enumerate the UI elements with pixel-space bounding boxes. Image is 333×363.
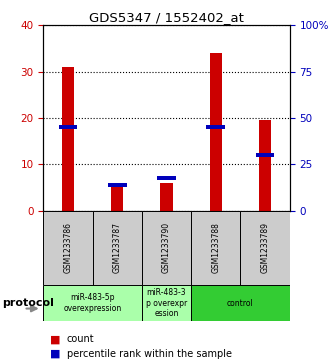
Text: ■: ■ <box>50 349 61 359</box>
Bar <box>111 187 123 211</box>
Bar <box>157 176 176 180</box>
Text: miR-483-3
p overexpr
ession: miR-483-3 p overexpr ession <box>146 288 187 318</box>
Bar <box>206 125 225 129</box>
Bar <box>43 211 93 285</box>
Text: GSM1233789: GSM1233789 <box>260 222 270 273</box>
Text: GSM1233787: GSM1233787 <box>113 222 122 273</box>
Text: protocol: protocol <box>2 298 54 308</box>
Text: GSM1233786: GSM1233786 <box>63 222 73 273</box>
Text: percentile rank within the sample: percentile rank within the sample <box>67 349 231 359</box>
Bar <box>191 211 240 285</box>
Bar <box>210 53 222 211</box>
Bar <box>108 183 127 187</box>
Bar <box>59 125 77 129</box>
Bar <box>142 285 191 321</box>
Text: control: control <box>227 299 254 307</box>
Text: ■: ■ <box>50 334 61 344</box>
Bar <box>259 120 271 211</box>
Bar <box>191 285 290 321</box>
Bar <box>93 211 142 285</box>
Title: GDS5347 / 1552402_at: GDS5347 / 1552402_at <box>89 11 244 24</box>
Bar <box>43 285 142 321</box>
Bar <box>62 67 74 211</box>
Bar <box>240 211 290 285</box>
Text: count: count <box>67 334 94 344</box>
Bar <box>161 183 172 211</box>
Text: GSM1233788: GSM1233788 <box>211 222 220 273</box>
Bar <box>256 153 274 157</box>
Bar <box>142 211 191 285</box>
Text: miR-483-5p
overexpression: miR-483-5p overexpression <box>64 293 122 313</box>
Text: GSM1233790: GSM1233790 <box>162 222 171 273</box>
